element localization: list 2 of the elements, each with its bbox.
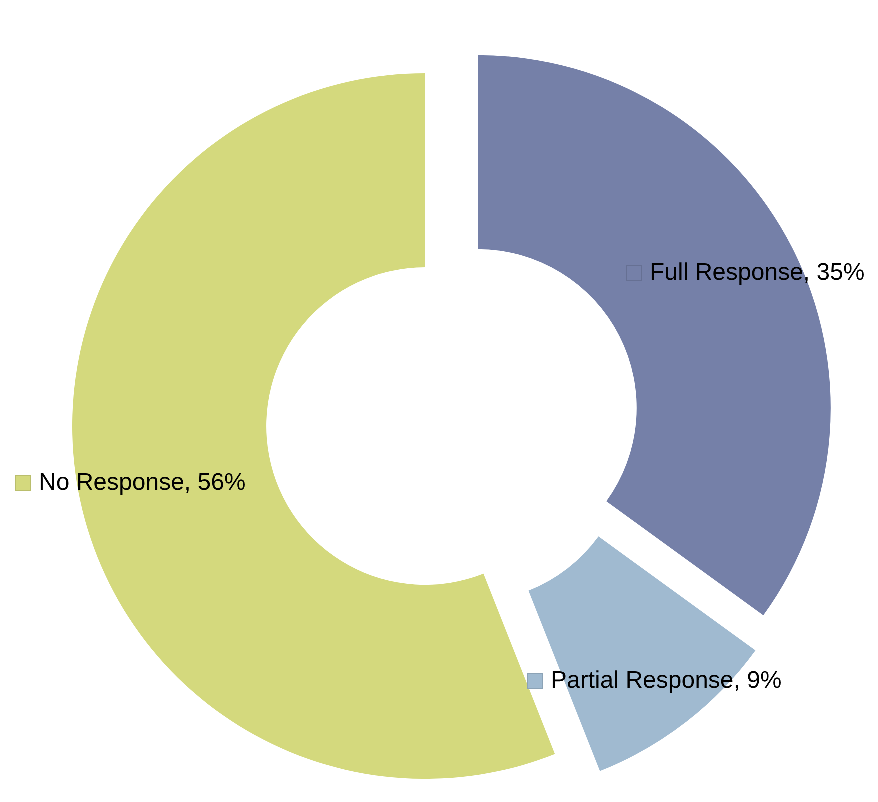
legend-label: Partial Response, 9%	[551, 667, 782, 694]
legend-label: No Response, 56%	[39, 469, 246, 496]
